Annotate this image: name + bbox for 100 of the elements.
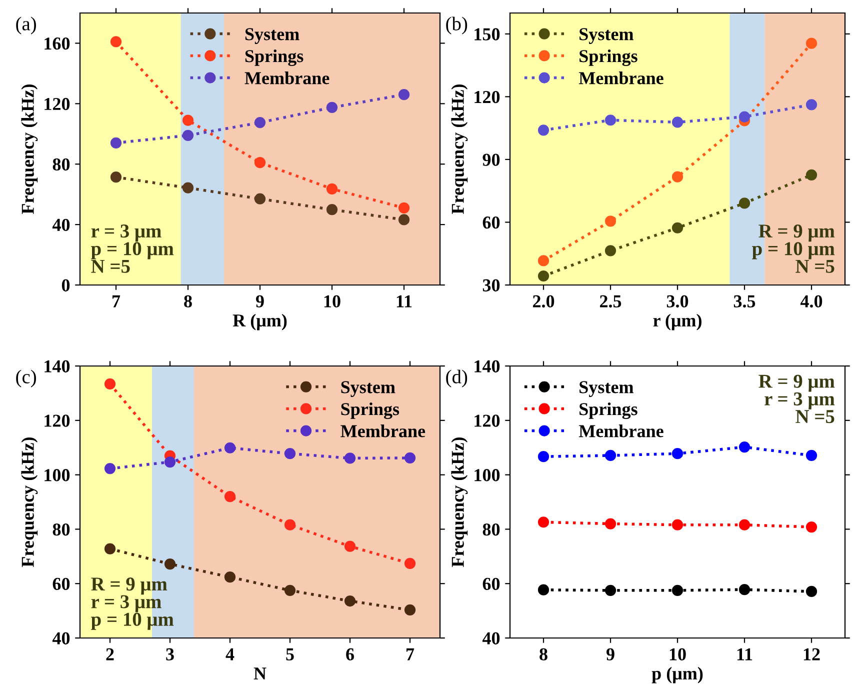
annotation: r = 3 μm (91, 595, 162, 612)
legend-label: System (580, 381, 634, 397)
point (284, 584, 296, 596)
y-axis-title: Frequency (kHz) (451, 438, 468, 567)
point (604, 114, 616, 126)
point (254, 117, 266, 128)
point (738, 519, 750, 530)
y-tick-label: 80 (52, 523, 70, 536)
x-tick-label: 8 (540, 648, 548, 660)
point (538, 584, 550, 596)
y-tick-label: 40 (52, 632, 70, 644)
point (672, 519, 684, 530)
point (224, 442, 236, 454)
y-tick-label: 80 (482, 523, 500, 536)
annotation: R = 9 μm (758, 374, 835, 392)
chart-title: (b) (446, 16, 468, 34)
point (104, 462, 116, 474)
point (538, 124, 550, 136)
x-tick-label: 7 (406, 648, 414, 660)
point (182, 130, 194, 141)
point (806, 586, 818, 598)
chart-title: (a) (16, 16, 36, 34)
x-tick-label: 10 (670, 648, 686, 660)
point (404, 604, 416, 616)
legend-label: Springs (580, 50, 638, 66)
point (224, 491, 236, 502)
chart-title: (d) (446, 370, 468, 388)
x-axis-title: r (μm) (653, 314, 702, 330)
x-tick-label: 11 (396, 295, 412, 308)
point (806, 99, 818, 110)
annotation: N =5 (91, 260, 130, 273)
y-tick-label: 40 (52, 218, 70, 231)
legend-label: Membrane (578, 72, 664, 84)
point (738, 198, 750, 209)
x-tick-label: 12 (804, 648, 820, 660)
x-tick-label: 10 (324, 295, 340, 308)
annotation: N =5 (796, 260, 834, 273)
y-tick-label: 30 (482, 279, 500, 292)
point (538, 270, 550, 282)
y-tick-label: 60 (482, 578, 500, 590)
x-tick-label: 8 (184, 295, 192, 308)
legend-label: System (341, 381, 396, 397)
annotation: p = 10 μm (752, 242, 835, 260)
legend-label: Springs (245, 50, 304, 66)
point (254, 157, 266, 168)
y-tick-label: 120 (474, 90, 500, 104)
point (738, 111, 750, 122)
y-tick-label: 60 (52, 578, 70, 590)
x-axis-title: p (μm) (652, 666, 703, 684)
legend-label: Membrane (578, 424, 664, 438)
point (110, 137, 122, 149)
point (104, 543, 116, 554)
point (738, 442, 750, 453)
annotation: r = 3 μm (764, 392, 835, 410)
point (326, 204, 338, 216)
x-tick-label: 11 (737, 648, 752, 660)
point (604, 518, 616, 530)
x-tick-label: 2.5 (600, 295, 622, 308)
point (398, 214, 410, 226)
point (404, 558, 416, 570)
legend-label: System (245, 28, 300, 44)
legend-label: Membrane (340, 424, 426, 438)
point (398, 202, 410, 214)
y-tick-label: 150 (474, 28, 500, 40)
y-tick-label: 100 (44, 469, 70, 482)
x-tick-label: 3.0 (666, 295, 688, 308)
point (164, 456, 176, 468)
y-tick-label: 140 (474, 360, 500, 372)
x-tick-label: 7 (112, 295, 120, 308)
y-tick-label: 140 (44, 360, 70, 372)
point (672, 222, 684, 234)
y-tick-label: 90 (482, 154, 500, 166)
point (326, 183, 338, 194)
annotation: p = 10 μm (91, 612, 174, 630)
point (344, 540, 356, 552)
point (284, 519, 296, 530)
legend-label: System (580, 28, 634, 44)
annotation: R = 9 μm (758, 224, 835, 242)
x-tick-label: 2.0 (532, 295, 554, 308)
legend-label: Membrane (244, 72, 330, 84)
point (604, 584, 616, 596)
x-tick-label: 9 (256, 295, 264, 308)
y-tick-label: 120 (44, 414, 70, 427)
point (806, 450, 818, 462)
x-tick-label: 5 (286, 648, 294, 660)
legend-label: Springs (580, 402, 638, 420)
legend-label: Springs (341, 402, 400, 420)
x-tick-label: 3 (166, 648, 174, 660)
point (672, 171, 684, 182)
y-tick-label: 120 (44, 98, 70, 110)
point (224, 572, 236, 583)
y-tick-label: 160 (44, 37, 70, 50)
point (604, 245, 616, 256)
point (164, 558, 176, 570)
point (284, 448, 296, 460)
y-axis-title: Frequency (kHz) (451, 84, 468, 214)
point (326, 102, 338, 113)
y-tick-label: 100 (474, 469, 500, 482)
point (672, 448, 684, 460)
chart-title: (c) (16, 370, 36, 388)
